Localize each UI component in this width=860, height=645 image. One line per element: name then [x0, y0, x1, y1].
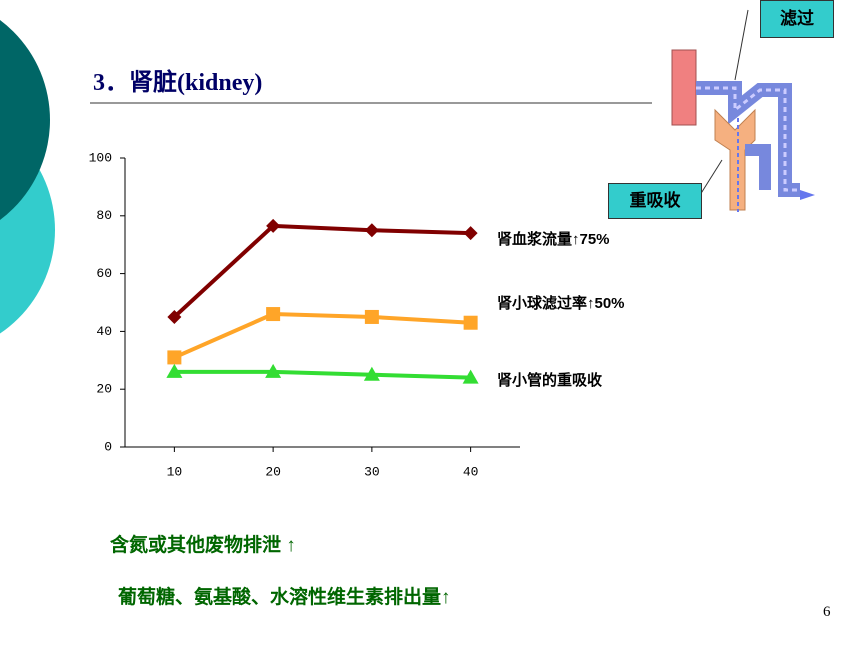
point: [167, 309, 182, 324]
point: [167, 350, 182, 365]
point: [266, 307, 281, 322]
y-tick-label: 20: [96, 382, 112, 397]
point: [463, 315, 478, 330]
note: 葡萄糖、氨基酸、水溶性维生素排出量↑: [118, 587, 451, 608]
series-label: 肾血浆流量↑75%: [497, 231, 610, 248]
series-line: [174, 369, 471, 380]
point: [166, 363, 183, 378]
point: [364, 223, 379, 238]
decoration: [0, 20, 50, 220]
page-number: 6: [823, 604, 831, 620]
point: [364, 309, 379, 324]
y-tick-label: 100: [89, 150, 112, 165]
y-tick-label: 60: [96, 266, 112, 281]
series-label: 肾小球滤过率↑50%: [497, 295, 625, 312]
y-tick-label: 80: [96, 208, 112, 223]
reabsorb-box: 重吸收: [608, 183, 702, 219]
point: [463, 226, 478, 241]
series-line: [173, 312, 471, 360]
note: 含氮或其他废物排泄 ↑: [110, 535, 296, 556]
point: [363, 366, 380, 381]
x-tick-label: 30: [364, 464, 380, 479]
filter-box: 滤过: [760, 0, 834, 38]
nephron-diagram: [671, 9, 815, 212]
title: 3．肾脏(kidney): [93, 70, 263, 96]
y-tick-label: 0: [104, 439, 112, 454]
x-tick-label: 40: [463, 464, 479, 479]
point: [462, 369, 479, 384]
point: [266, 218, 281, 233]
series-line: [173, 223, 471, 319]
series-label: 肾小管的重吸收: [497, 372, 603, 389]
x-tick-label: 10: [167, 464, 183, 479]
x-tick-label: 20: [265, 464, 281, 479]
y-tick-label: 40: [96, 324, 112, 339]
point: [265, 363, 282, 378]
